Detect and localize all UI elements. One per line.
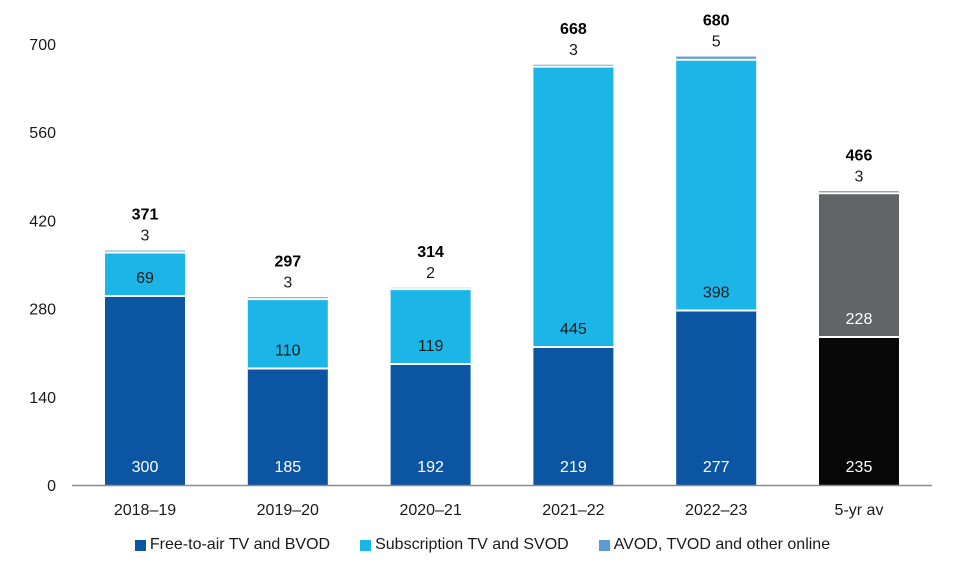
total-label: 314	[417, 244, 444, 261]
total-label: 371	[132, 207, 159, 224]
legend-label-avod: AVOD, TVOD and other online	[613, 536, 831, 553]
bar-segment	[676, 56, 757, 60]
x-category-label: 5-yr av	[835, 502, 884, 519]
total-label: 466	[846, 147, 873, 164]
x-category-label: 2020–21	[399, 502, 461, 519]
bar-segment	[819, 193, 899, 337]
segment-label: 3	[569, 42, 578, 59]
x-category-label: 2022–23	[685, 502, 747, 519]
bars	[105, 56, 899, 485]
bar-segment	[819, 336, 899, 485]
legend: Free-to-air TV and BVOD Subscription TV …	[0, 536, 965, 554]
y-tick-label: 420	[29, 213, 56, 230]
y-axis: 0 140 280 420 560 700	[29, 37, 56, 495]
bar-segment	[105, 252, 185, 296]
segment-label: 110	[275, 342, 301, 359]
bar-segment	[105, 296, 185, 485]
bar-segment	[247, 299, 328, 369]
bar-segment	[247, 368, 328, 485]
segment-label: 3	[283, 274, 292, 291]
bar-segment	[533, 66, 614, 348]
legend-item-subscription: Subscription TV and SVOD	[360, 536, 569, 554]
bar-segment	[676, 310, 757, 485]
bar-segment	[533, 347, 614, 485]
legend-label-subscription: Subscription TV and SVOD	[375, 536, 569, 553]
segment-label: 219	[560, 459, 587, 476]
segment-label: 445	[560, 321, 587, 338]
segment-label: 185	[274, 459, 301, 476]
segment-label: 192	[417, 459, 444, 476]
segment-label: 3	[855, 168, 864, 185]
bar-segment	[390, 364, 471, 485]
data-labels: 300 69 3 371 185 110 3 297 192 119 2 314 219 445 3 668 2…	[132, 13, 873, 476]
x-category-label: 2018–19	[114, 502, 176, 519]
y-tick-label: 700	[29, 37, 56, 54]
segment-label: 398	[703, 284, 730, 301]
segment-label: 5	[712, 34, 721, 51]
bar-segment	[390, 289, 471, 365]
total-label: 297	[274, 253, 301, 270]
stacked-bar-chart: 0 140 280 420 560 700 300 69 3 371 185 110 3 297 192 1…	[29, 13, 932, 519]
total-label: 668	[560, 21, 587, 38]
legend-label-free-to-air: Free-to-air TV and BVOD	[149, 536, 331, 553]
segment-label: 228	[846, 311, 873, 328]
y-tick-label: 0	[47, 478, 56, 495]
segment-label: 69	[136, 270, 154, 287]
y-tick-label: 280	[29, 302, 56, 319]
segment-label: 277	[703, 459, 730, 476]
y-tick-label: 140	[29, 390, 56, 407]
legend-item-free-to-air: Free-to-air TV and BVOD	[134, 536, 331, 554]
legend-item-avod: AVOD, TVOD and other online	[598, 536, 831, 554]
segment-label: 119	[418, 338, 444, 355]
x-axis: 2018–19 2019–20 2020–21 2021–22 2022–23 5-yr …	[72, 484, 932, 519]
segment-label: 235	[846, 459, 873, 476]
legend-swatch-avod	[598, 539, 610, 551]
segment-label: 300	[132, 459, 159, 476]
x-category-label: 2019–20	[257, 502, 319, 519]
segment-label: 2	[426, 265, 435, 282]
x-category-label: 2021–22	[542, 502, 604, 519]
y-tick-label: 560	[29, 125, 56, 142]
total-label: 680	[703, 13, 730, 30]
segment-label: 3	[141, 228, 150, 245]
bar-segment	[676, 59, 757, 311]
legend-swatch-subscription	[360, 539, 372, 551]
legend-swatch-free-to-air	[134, 539, 146, 551]
